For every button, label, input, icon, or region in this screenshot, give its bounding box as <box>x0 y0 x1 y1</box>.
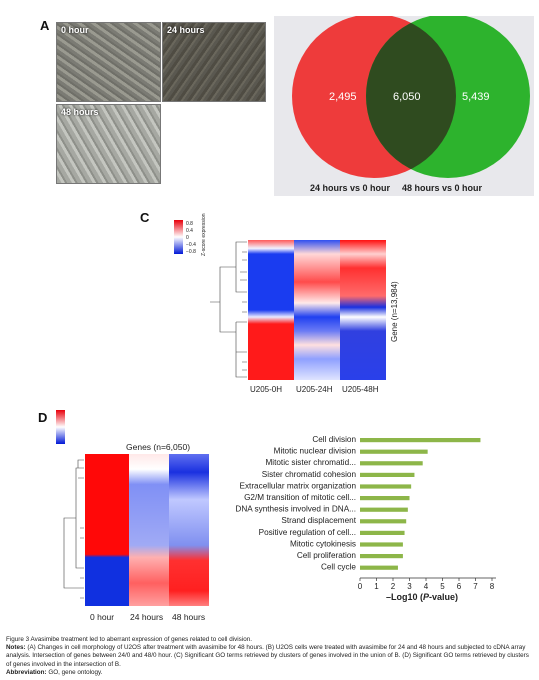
bar <box>360 461 423 466</box>
bar <box>360 449 428 454</box>
micrograph-0-hour: 0 hour <box>56 22 161 102</box>
d-legend-bar <box>56 410 65 444</box>
venn-panel: 2,495 6,050 5,439 <box>274 14 534 196</box>
dendrogram-d <box>63 459 84 599</box>
micrograph-label: 48 hours <box>61 107 99 117</box>
venn-left-label: 24 hours vs 0 hour <box>310 183 391 193</box>
x-tick-label: 1 <box>374 582 379 591</box>
bar <box>360 554 403 559</box>
heatmap-d-column-0h <box>85 454 129 606</box>
x-axis-label-prefix: –Log10 ( <box>386 592 423 602</box>
bar <box>360 496 410 501</box>
bar-category-label: Cell proliferation <box>297 551 357 560</box>
legend-tick: 0 <box>186 235 189 241</box>
bar-category-label: Mitotic nuclear division <box>274 447 357 456</box>
x-tick-label: 5 <box>440 582 445 591</box>
x-axis-label-italic: P <box>423 592 430 602</box>
heatmap-c-column-24h <box>294 240 340 380</box>
panel-letter-d: D <box>38 410 48 425</box>
figure-caption: Figure 3 Avasimibe treatment led to aber… <box>6 636 534 677</box>
venn-diagram: 2,495 6,050 5,439 <box>292 14 530 178</box>
bar <box>360 472 415 477</box>
bar-category-label: G2/M transition of mitotic cell... <box>244 493 356 502</box>
bar-category-label: Positive regulation of cell... <box>259 528 356 537</box>
heatmap-d: Genes (n=6,050) 0 hour 24 hours 48 hours <box>56 410 209 622</box>
heatmap-d-column-48h <box>169 454 209 606</box>
bar <box>360 484 412 489</box>
caption-abbrev: Abbreviation: GO, gene ontology. <box>6 669 534 677</box>
micrograph-24-hours: 24 hours <box>162 22 266 102</box>
panel-letter-a: A <box>40 18 50 33</box>
heatmap-c-gene-label: Gene (n=13,984) <box>390 281 399 342</box>
bar-category-label: Strand displacement <box>281 516 356 525</box>
bar <box>360 507 408 512</box>
venn-right-label: 48 hours vs 0 hour <box>402 183 483 193</box>
caption-notes-label: Notes: <box>6 644 26 652</box>
heatmap-c-column-48h <box>340 240 386 380</box>
bar-category-label: Extracellular matrix organization <box>240 481 357 490</box>
caption-notes-text: (A) Changes in cell morphology of U2OS a… <box>6 644 529 668</box>
legend-tick: 0.4 <box>186 228 193 234</box>
heatmap-d-column-24h <box>129 454 169 606</box>
heatmap-d-col-label: 24 hours <box>130 612 163 622</box>
heatmap-d-col-label: 48 hours <box>172 612 205 622</box>
bar <box>360 530 405 535</box>
bar-category-label: Sister chromatid cohesion <box>262 470 357 479</box>
dendrogram-c <box>210 241 247 378</box>
venn-overlap-count: 6,050 <box>393 91 421 103</box>
caption-abbrev-label: Abbreviation: <box>6 668 47 676</box>
bar-category-label: Cell cycle <box>321 563 356 572</box>
caption-title: Figure 3 Avasimibe treatment led to aber… <box>6 636 252 643</box>
legend-title: Z-score expression <box>201 213 207 256</box>
x-tick-label: 4 <box>424 582 429 591</box>
caption-abbrev-text: GO, gene ontology. <box>48 668 103 676</box>
micrograph-label: 0 hour <box>61 25 89 35</box>
heatmap-c-col-label: U205-48H <box>342 385 379 394</box>
legend-tick: −0.8 <box>186 249 196 255</box>
legend-tick: 0.8 <box>186 221 193 227</box>
heatmap-c: 0.8 0.4 0 −0.4 −0.8 Z-score expression G… <box>174 213 399 394</box>
heatmap-d-col-label: 0 hour <box>90 612 114 622</box>
bar-category-label: DNA synthesis involved in DNA... <box>235 505 356 514</box>
venn-right-count: 5,439 <box>462 91 490 103</box>
bar-category-label: Cell division <box>312 435 356 444</box>
heatmap-c-column-0h <box>248 240 294 380</box>
bar-group: Cell division Mitotic nuclear division Mit… <box>235 435 481 572</box>
x-axis-label: –Log10 (P-value) <box>386 592 458 602</box>
panel-letter-c: C <box>140 210 150 225</box>
bar-category-label: Mitotic sister chromatid... <box>265 458 356 467</box>
caption-notes: Notes: (A) Changes in cell morphology of… <box>6 644 534 669</box>
bar <box>360 438 481 443</box>
x-tick-label: 6 <box>457 582 462 591</box>
venn-overlap-region <box>366 14 456 178</box>
bar-category-label: Mitotic cytokinesis <box>290 539 356 548</box>
micrograph-48-hours: 48 hours <box>56 104 161 184</box>
heatmap-d-title: Genes (n=6,050) <box>126 442 190 452</box>
bar <box>360 519 407 524</box>
heatmap-c-col-label: U205-24H <box>296 385 333 394</box>
bar <box>360 565 398 570</box>
legend-tick: −0.4 <box>186 242 196 248</box>
x-tick-label: 3 <box>407 582 412 591</box>
x-ticks: 0 1 2 3 4 5 6 7 8 <box>358 578 495 591</box>
x-tick-label: 7 <box>473 582 478 591</box>
bar <box>360 542 403 547</box>
x-tick-label: 2 <box>391 582 396 591</box>
x-tick-label: 8 <box>490 582 495 591</box>
zscore-legend-bar <box>174 220 183 254</box>
x-tick-label: 0 <box>358 582 363 591</box>
heatmap-c-col-label: U205-0H <box>250 385 282 394</box>
x-axis-label-suffix: -value) <box>429 592 458 602</box>
venn-left-count: 2,495 <box>329 91 357 103</box>
go-bar-chart: Cell division Mitotic nuclear division Mit… <box>235 435 496 602</box>
micrograph-label: 24 hours <box>167 25 205 35</box>
